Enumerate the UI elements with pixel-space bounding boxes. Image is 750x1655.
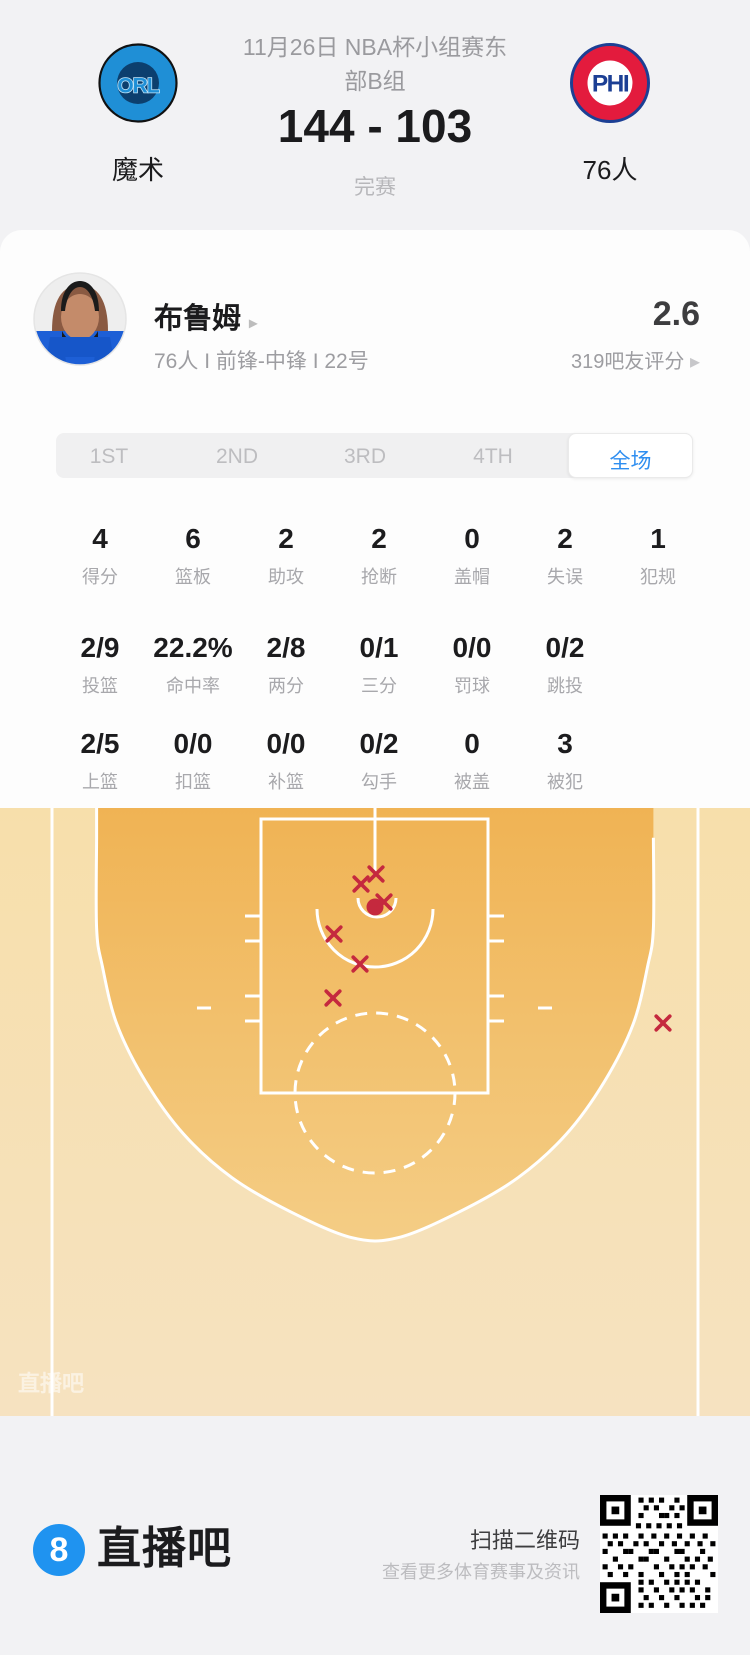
svg-text:8: 8 bbox=[50, 1531, 69, 1569]
